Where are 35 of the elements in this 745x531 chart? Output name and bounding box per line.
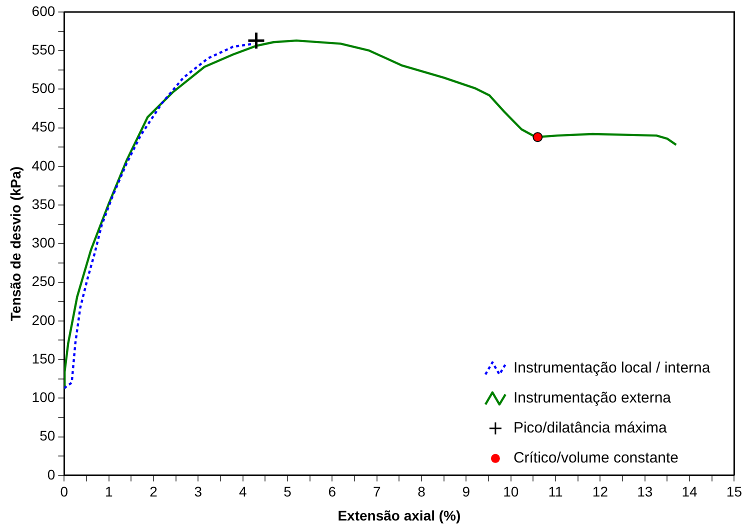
y-tick-label: 0 [47, 466, 56, 482]
legend-label: Crítico/volume constante [513, 450, 679, 467]
y-tick-label: 200 [32, 312, 56, 328]
x-tick-label: 0 [60, 484, 68, 500]
x-tick-label: 8 [418, 484, 426, 500]
x-tick-label: 6 [328, 484, 336, 500]
y-tick-label: 500 [32, 80, 56, 96]
y-tick-label: 150 [32, 350, 56, 366]
y-tick-label: 350 [32, 196, 56, 212]
x-tick-label: 15 [726, 484, 742, 500]
x-tick-label: 5 [284, 484, 292, 500]
x-tick-label: 14 [682, 484, 698, 500]
x-tick-label: 2 [150, 484, 158, 500]
x-tick-label: 1 [104, 484, 113, 500]
y-tick-label: 450 [32, 118, 56, 135]
y-tick-label: 400 [32, 157, 56, 174]
x-tick-label: 7 [372, 484, 381, 500]
x-tick-label: 13 [637, 484, 653, 500]
x-tick-label: 4 [238, 484, 247, 500]
y-axis-title: Tensão de desvio (kPa) [7, 166, 24, 321]
y-tick-label: 550 [32, 41, 56, 58]
x-tick-label: 3 [194, 484, 202, 500]
y-tick-label: 600 [32, 2, 56, 19]
x-tick-label: 11 [548, 484, 564, 500]
x-axis-title: Extensão axial (%) [338, 507, 461, 524]
x-tick-label: 12 [592, 484, 608, 500]
y-tick-label: 50 [40, 428, 56, 444]
y-tick-label: 100 [32, 389, 56, 406]
y-tick-label: 300 [32, 234, 56, 251]
x-tick-label: 10 [503, 484, 519, 500]
x-tick-label: 9 [462, 484, 470, 500]
legend-label: Pico/dilatância máxima [513, 420, 668, 437]
legend-label: Instrumentação local / interna [513, 360, 711, 377]
legend-label: Instrumentação externa [513, 390, 672, 407]
y-tick-label: 250 [32, 273, 56, 290]
